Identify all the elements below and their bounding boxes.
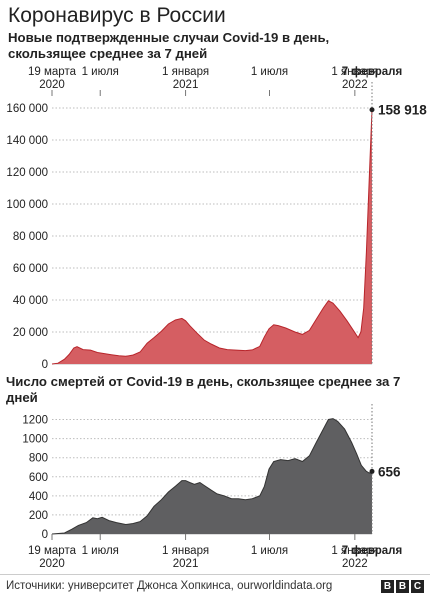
bbc-logo: B B C: [381, 580, 424, 593]
series-area: [52, 418, 372, 534]
x-tick-label: 1 января 2022: [331, 545, 378, 570]
annotation-dot: [369, 107, 375, 113]
y-tick-label: 400: [29, 491, 48, 503]
annotation-label: 656: [378, 464, 401, 479]
series-area: [52, 109, 372, 364]
deaths-area-chart: 0 200 400 600 800 1000 1200 656 19 марта 2020 1 ию…: [22, 404, 402, 570]
x-tick-label: 1 июля: [82, 545, 119, 557]
x-tick-label: 1 июля: [251, 66, 288, 78]
page-title: Коронавирус в России: [8, 4, 226, 27]
x-tick-label: 1 января 2021: [162, 66, 209, 91]
y-tick-label: 0: [42, 529, 48, 541]
end-date-label: 7 февраля: [342, 545, 402, 557]
x-tick-label: 1 июля: [251, 545, 288, 557]
x-tick-label: 1 января 2021: [162, 545, 209, 570]
y-tick-label: 0: [42, 359, 48, 371]
x-tick-label: 19 марта 2020: [28, 545, 77, 570]
footer-divider: [0, 574, 430, 575]
bbc-logo-letter: B: [381, 580, 394, 593]
y-tick-label: 1000: [22, 434, 48, 446]
annotation-dot: [369, 468, 375, 474]
y-tick-label: 100 000: [6, 199, 48, 211]
bbc-logo-letter: C: [411, 580, 424, 593]
end-date-label: 7 февраля: [342, 66, 402, 78]
source-note: Источники: университет Джонса Хопкинса, …: [6, 580, 333, 592]
y-tick-label: 1200: [22, 415, 48, 427]
series-line: [51, 418, 373, 535]
y-tick-label: 40 000: [13, 295, 48, 307]
annotation-label: 158 918: [378, 103, 427, 118]
y-tick-label: 60 000: [13, 263, 48, 275]
y-tick-label: 600: [29, 472, 48, 484]
x-tick-label: 1 января 2022: [331, 66, 378, 91]
deaths-chart-title: Число смертей от Covid-19 в день, скольз…: [6, 374, 401, 405]
y-tick-label: 20 000: [13, 327, 48, 339]
cases-chart-title: Новые подтвержденные случаи Covid-19 в д…: [8, 30, 330, 61]
cases-area-chart: 0 20 000 40 000 60 000 80 000 100 000 120 000 1…: [6, 66, 427, 371]
x-tick-label: 19 марта 2020: [28, 66, 77, 91]
y-tick-label: 80 000: [13, 231, 48, 243]
y-tick-label: 120 000: [6, 167, 48, 179]
y-tick-label: 200: [29, 510, 48, 522]
y-tick-label: 800: [29, 453, 48, 465]
x-tick-label: 1 июля: [82, 66, 119, 78]
y-tick-label: 140 000: [6, 135, 48, 147]
y-tick-label: 160 000: [6, 103, 48, 115]
series-line: [51, 109, 373, 365]
bbc-logo-letter: B: [396, 580, 409, 593]
